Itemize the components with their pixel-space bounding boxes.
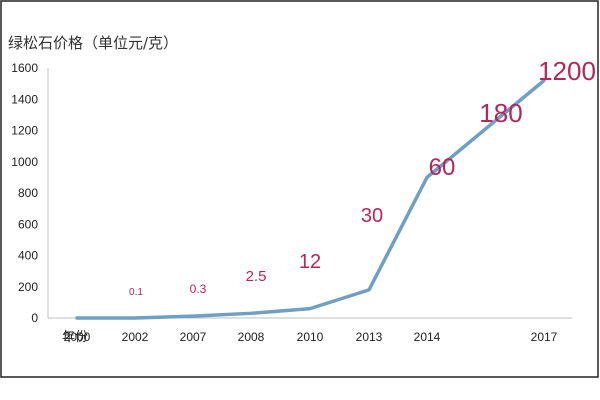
- data-label: 0.3: [190, 282, 207, 296]
- chart-title: 绿松石价格（单位元/克）: [8, 34, 178, 52]
- price-series-line: [75, 78, 546, 320]
- data-label: 0.1: [129, 287, 143, 298]
- x-tick-label: 2007: [180, 330, 207, 344]
- y-tick-labels: 0 200 400 600 800 1000 1200 1400 1600: [11, 61, 38, 325]
- data-label: 2.5: [246, 268, 267, 285]
- data-labels: 0.1 0.3 2.5 12 30 60 180 1200: [129, 56, 596, 298]
- x-axis-name: 年份: [62, 330, 88, 345]
- y-tick-label: 1200: [11, 124, 38, 138]
- y-tick-label: 1000: [11, 155, 38, 169]
- x-tick-label: 2002: [122, 330, 149, 344]
- y-tick-label: 1600: [11, 61, 38, 75]
- y-tick-label: 400: [18, 249, 38, 263]
- data-label: 60: [429, 154, 456, 181]
- x-tick-label: 2008: [238, 330, 265, 344]
- series-group: [75, 78, 546, 320]
- y-tick-label: 1400: [11, 92, 38, 106]
- x-tick-label: 2017: [531, 330, 558, 344]
- y-tick-label: 600: [18, 217, 38, 231]
- data-label: 12: [299, 251, 321, 273]
- data-label: 30: [361, 205, 383, 227]
- data-label: 180: [479, 98, 522, 128]
- chart-border: [0, 0, 599, 378]
- x-tick-label: 2000: [64, 330, 91, 344]
- y-tick-label: 200: [18, 280, 38, 294]
- data-label: 1200: [538, 56, 596, 86]
- x-tick-labels: 2000 2002 2007 2008 2010 2013 2014 2017: [64, 330, 558, 344]
- x-tick-label: 2013: [356, 330, 383, 344]
- y-tick-label: 800: [18, 186, 38, 200]
- x-tick-label: 2010: [297, 330, 324, 344]
- y-tick-label: 0: [31, 311, 38, 325]
- x-tick-label: 2014: [414, 330, 441, 344]
